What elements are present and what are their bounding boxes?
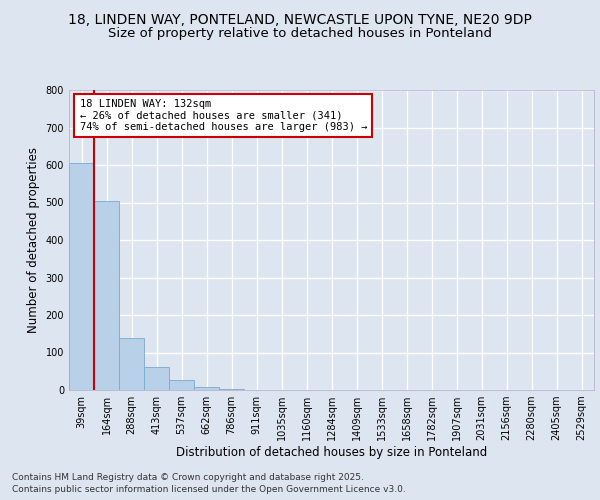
Text: Contains HM Land Registry data © Crown copyright and database right 2025.: Contains HM Land Registry data © Crown c… [12, 472, 364, 482]
Text: 18 LINDEN WAY: 132sqm
← 26% of detached houses are smaller (341)
74% of semi-det: 18 LINDEN WAY: 132sqm ← 26% of detached … [79, 99, 367, 132]
Text: Contains public sector information licensed under the Open Government Licence v3: Contains public sector information licen… [12, 485, 406, 494]
Bar [169, 380, 194, 390]
Bar [144, 367, 169, 390]
Text: Size of property relative to detached houses in Ponteland: Size of property relative to detached ho… [108, 28, 492, 40]
Bar [94, 202, 119, 390]
Bar [69, 163, 94, 390]
Bar [219, 389, 244, 390]
Text: 18, LINDEN WAY, PONTELAND, NEWCASTLE UPON TYNE, NE20 9DP: 18, LINDEN WAY, PONTELAND, NEWCASTLE UPO… [68, 12, 532, 26]
Bar [194, 388, 219, 390]
Y-axis label: Number of detached properties: Number of detached properties [27, 147, 40, 333]
Bar [119, 338, 144, 390]
X-axis label: Distribution of detached houses by size in Ponteland: Distribution of detached houses by size … [176, 446, 487, 459]
